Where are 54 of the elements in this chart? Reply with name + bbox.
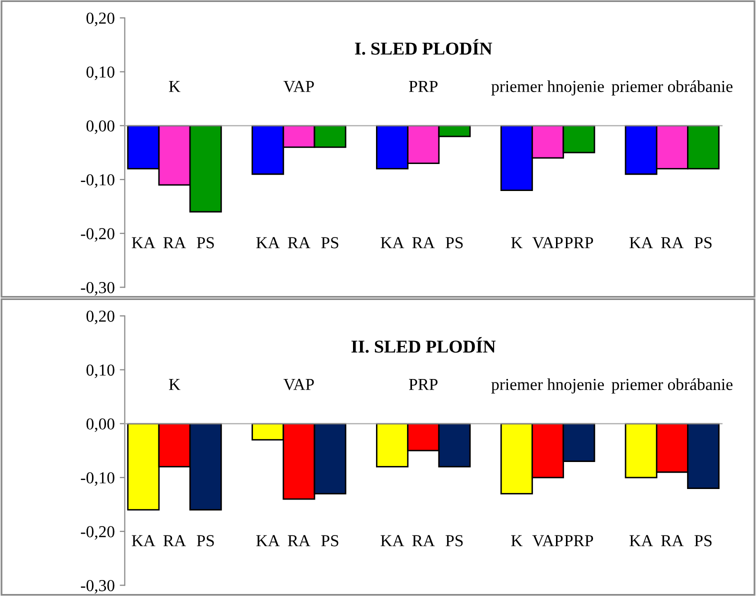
x-tick-label: PRP [564, 237, 594, 248]
x-tick-label: PS [321, 237, 338, 248]
x-tick-label: PS [196, 535, 214, 546]
annotation: priemer obrábanie [612, 80, 732, 96]
y-tick-label: 0,00 [86, 120, 114, 134]
x-tick-label: KA [256, 535, 280, 546]
x-tick-label: KA [132, 237, 156, 248]
annotation: K [168, 81, 180, 92]
annotation: priemer hnojenie [491, 80, 604, 96]
x-tick-label: K [511, 237, 523, 248]
x-tick-label: RA [163, 237, 186, 248]
x-tick-label: VAP [532, 535, 563, 546]
x-tick-label: PRP [564, 535, 594, 546]
y-tick-label: 0,00 [86, 418, 114, 432]
y-tick-label: 0,20 [86, 310, 114, 324]
x-tick-label: RA [412, 237, 435, 248]
x-tick-label: PS [694, 535, 712, 546]
y-tick-label: -0,20 [80, 228, 114, 242]
x-tick-label: PS [196, 237, 214, 248]
text: I. SLED PLODÍN [354, 39, 492, 55]
x-tick-label: RA [288, 535, 310, 546]
annotation: VAP [284, 80, 314, 92]
y-tick-label: -0,10 [80, 472, 114, 486]
annotation: PRP [409, 379, 438, 390]
y-tick-label: -0,30 [80, 580, 114, 594]
y-tick-label: -0,30 [80, 282, 114, 296]
x-tick-label: RA [412, 535, 435, 546]
x-tick-label: PS [321, 535, 338, 546]
x-tick-label: PS [446, 237, 463, 248]
x-tick-label: VAP [532, 237, 563, 248]
y-tick-label: 0,20 [86, 12, 114, 26]
x-tick-label: KA [380, 237, 404, 248]
x-tick-label: RA [661, 535, 684, 546]
x-tick-label: KA [630, 237, 654, 248]
x-tick-label: PS [694, 237, 712, 248]
x-tick-label: KA [630, 535, 654, 546]
x-tick-label: PS [446, 535, 463, 546]
annotation: priemer obrábanie [612, 378, 732, 394]
x-tick-label: RA [163, 535, 186, 546]
text: II. SLED PLODÍN [351, 337, 496, 353]
x-tick-label: KA [132, 535, 156, 546]
annotation: PRP [409, 81, 438, 92]
x-tick-label: K [511, 535, 523, 546]
y-tick-label: 0,10 [86, 364, 114, 378]
x-tick-label: KA [380, 535, 404, 546]
x-tick-label: RA [288, 237, 310, 248]
annotation: VAP [284, 378, 314, 390]
y-tick-label: 0,10 [86, 66, 114, 80]
x-tick-label: RA [661, 237, 684, 248]
x-tick-label: KA [256, 237, 280, 248]
y-tick-label: -0,10 [80, 174, 114, 188]
annotation: priemer hnojenie [491, 378, 604, 394]
y-tick-label: -0,20 [80, 526, 114, 540]
annotation: K [168, 379, 180, 390]
